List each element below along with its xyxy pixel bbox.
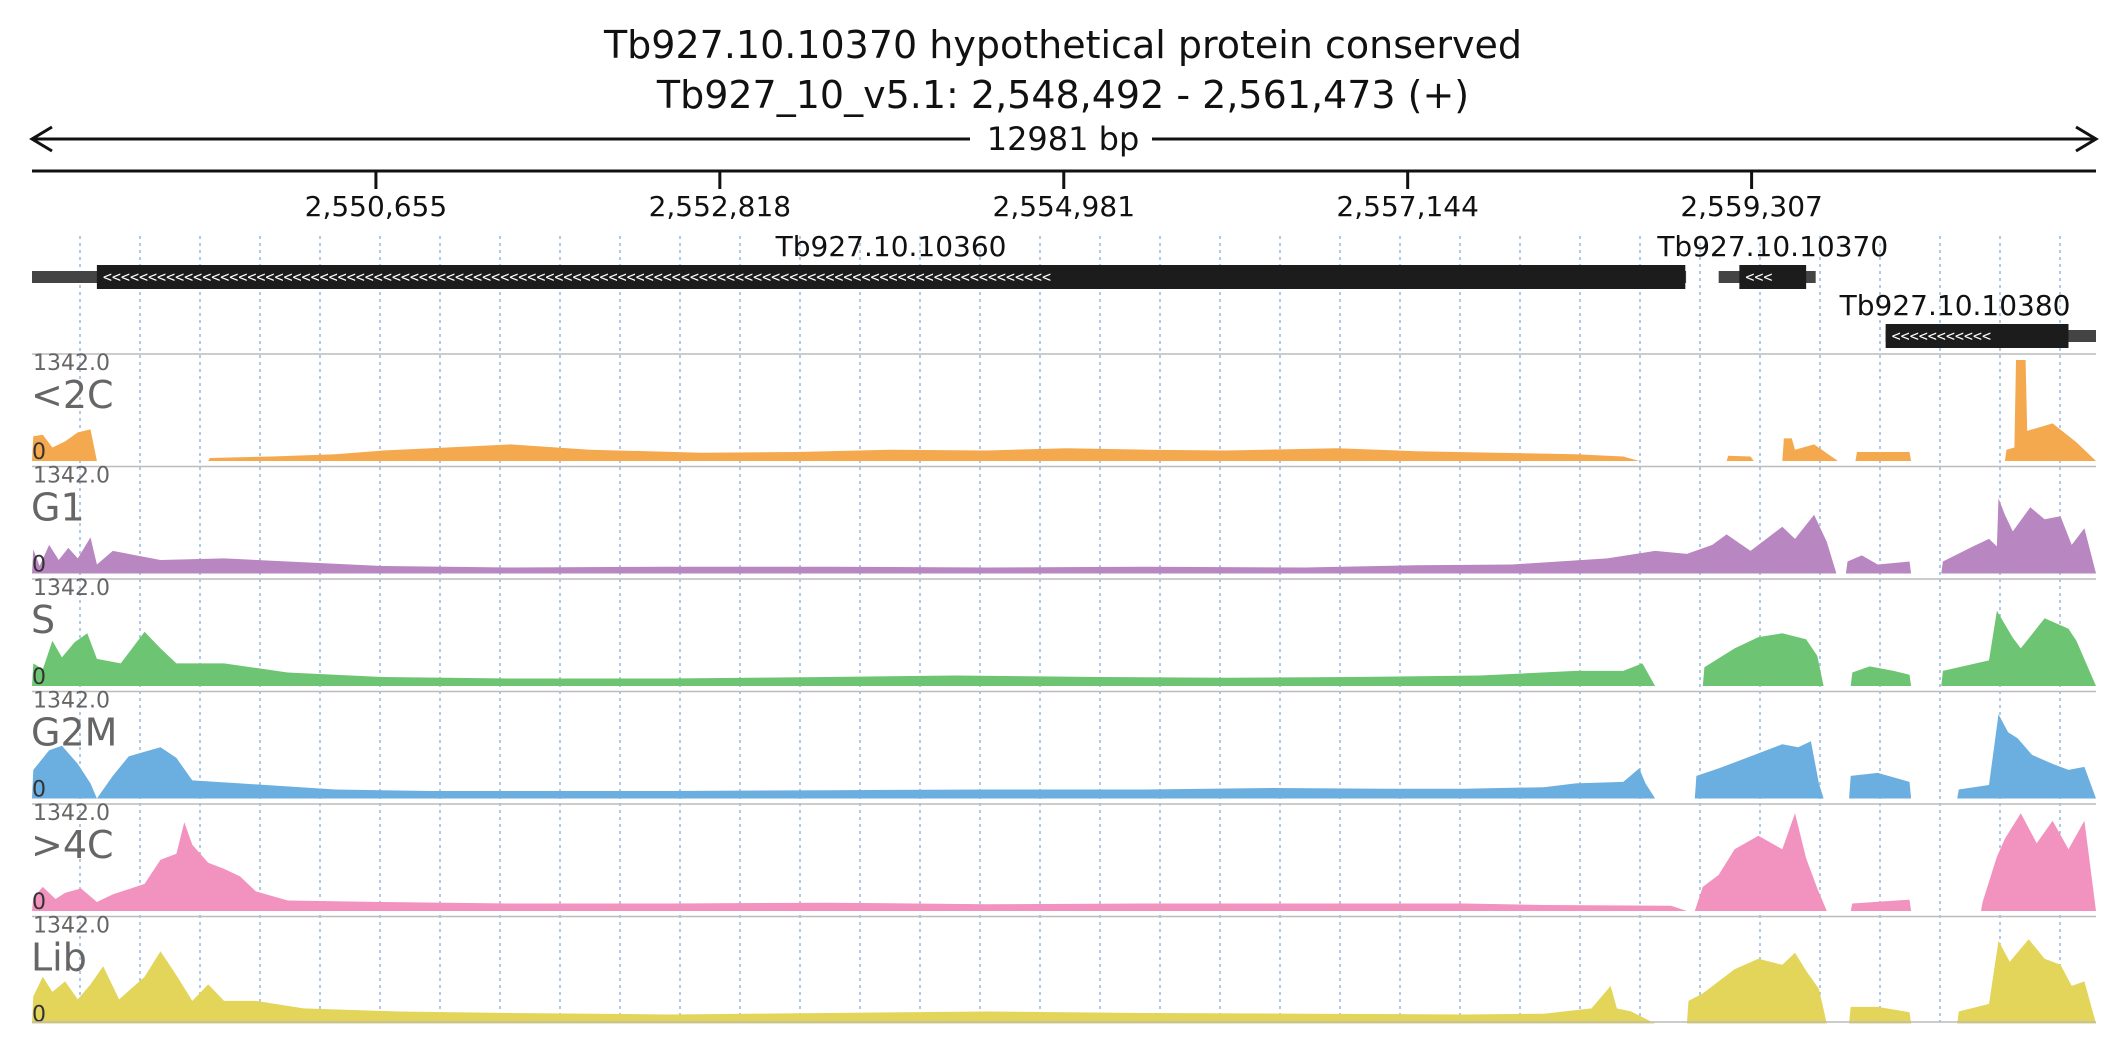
coverage-area-4 [32, 813, 2096, 911]
track-max-label: 1342.0 [33, 576, 110, 601]
track-min-label: 0 [32, 553, 46, 578]
track-max-label: 1342.0 [33, 801, 110, 826]
track-name-label: >4C [31, 823, 114, 867]
track-max-label: 1342.0 [33, 464, 110, 489]
strand-chevron-icon: <<<<<<<<<<<<<<<<<<<<<<<<<<<<<<<<<<<<<<<<… [103, 268, 1051, 286]
track-4: 1342.0>4C 0 [31, 801, 2096, 915]
tick-label-0: 2,550,655 [305, 190, 448, 223]
gene-Tb927.10.10360[interactable]: <<<<<<<<<<<<<<<<<<<<<<<<<<<<<<<<<<<<<<<<… [32, 230, 1687, 289]
gene-Tb927.10.10380[interactable]: <<<<<<<<<<< Tb927.10.10380 [1839, 289, 2096, 348]
track-min-label: 0 [32, 1003, 46, 1028]
track-min-label: 0 [32, 890, 46, 915]
track-min-label: 0 [32, 440, 46, 465]
gene-cds-bar [1885, 324, 2069, 348]
track-min-label: 0 [32, 778, 46, 803]
track-max-label: 1342.0 [33, 689, 110, 714]
span-ruler: 12981 bp [29, 120, 2099, 158]
coverage-area-2 [32, 610, 2096, 686]
span-length-label: 12981 bp [987, 120, 1140, 158]
plot-title-line2: Tb927_10_v5.1: 2,548,492 - 2,561,473 (+) [656, 73, 1469, 117]
strand-chevron-icon: <<<<<<<<<<< [1892, 327, 1991, 345]
track-name-label: G2M [31, 711, 117, 755]
gene-Tb927.10.10370[interactable]: <<< Tb927.10.10370 [1656, 230, 1888, 289]
track-1: 1342.0G1 0 [31, 464, 2096, 578]
tick-label-2: 2,554,981 [993, 190, 1136, 223]
track-name-label: Lib [31, 936, 87, 980]
tick-label-1: 2,552,818 [649, 190, 792, 223]
gene-label: Tb927.10.10380 [1839, 289, 2071, 322]
track-min-label: 0 [32, 665, 46, 690]
track-0: 1342.0<2C 0 [31, 351, 2096, 465]
plot-title-line1: Tb927.10.10370 hypothetical protein cons… [603, 23, 1522, 67]
gene-label: Tb927.10.10370 [1656, 230, 1888, 263]
coverage-tracks: 1342.0<2C01342.0G101342.0S01342.0G2M0134… [31, 351, 2096, 1028]
gene-label: Tb927.10.10360 [775, 230, 1007, 263]
track-max-label: 1342.0 [33, 351, 110, 376]
coverage-area-5 [32, 939, 2096, 1024]
track-name-label: <2C [31, 373, 114, 417]
track-max-label: 1342.0 [33, 914, 110, 939]
gene-cds-bar [96, 265, 1686, 289]
coverage-area-0 [32, 360, 2096, 461]
coverage-area-1 [32, 498, 2096, 574]
coverage-area-3 [32, 714, 2096, 799]
span-arrow-right-icon [2075, 125, 2099, 153]
track-name-label: G1 [31, 486, 85, 530]
tick-label-3: 2,557,144 [1336, 190, 1479, 223]
gene-annotation-track: <<<<<<<<<<<<<<<<<<<<<<<<<<<<<<<<<<<<<<<<… [32, 230, 2096, 348]
track-2: 1342.0S 0 [31, 576, 2096, 690]
coordinate-ticks: 2,550,655 2,552,818 2,554,981 2,557,144 2,55… [305, 171, 1823, 223]
strand-chevron-icon: <<< [1745, 268, 1772, 286]
gene-cds-bar [1739, 265, 1807, 289]
span-arrow-left-icon [29, 125, 53, 153]
tick-label-4: 2,559,307 [1680, 190, 1823, 223]
track-name-label: S [31, 598, 55, 642]
